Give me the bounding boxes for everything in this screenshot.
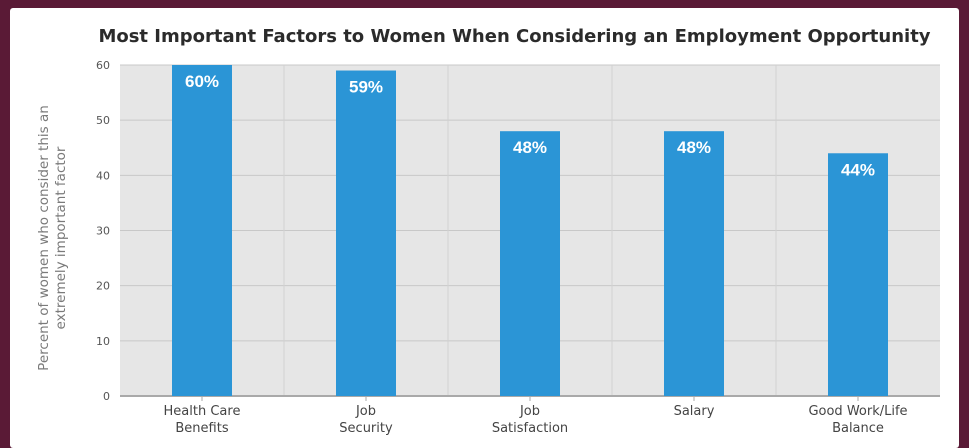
bar-data-label: 60% [185,72,219,91]
x-tick-label: Job [519,404,540,419]
y-tick-label: 40 [96,169,110,182]
bar-chart: 0 10 20 30 40 50 60 60% Health Care Benefits 59% Jo… [96,59,940,436]
x-tick-label: Satisfaction [492,421,568,436]
y-tick-label: 0 [103,390,110,403]
bar [172,65,232,396]
x-tick-label: Security [339,421,393,436]
bar [500,131,560,396]
bar [336,70,396,396]
bar-data-label: 44% [841,160,875,179]
bar-data-label: 48% [677,138,711,157]
chart-frame: Most Important Factors to Women When Con… [10,8,959,448]
x-tick-label: Salary [674,404,715,419]
bar [664,131,724,396]
y-tick-label: 10 [96,335,110,348]
bar [828,153,888,396]
x-tick-label: Balance [832,421,884,436]
y-tick-label: 30 [96,225,110,238]
y-tick-label: 20 [96,280,110,293]
x-tick-label: Health Care [164,404,241,419]
bar-data-label: 48% [513,138,547,157]
x-tick-label: Benefits [175,421,228,436]
y-tick-label: 60 [96,59,110,72]
bar-data-label: 59% [349,78,383,97]
x-tick-label: Job [355,404,376,419]
x-tick-label: Good Work/Life [808,404,907,419]
chart-title: Most Important Factors to Women When Con… [98,26,931,47]
y-tick-label: 50 [96,114,110,127]
